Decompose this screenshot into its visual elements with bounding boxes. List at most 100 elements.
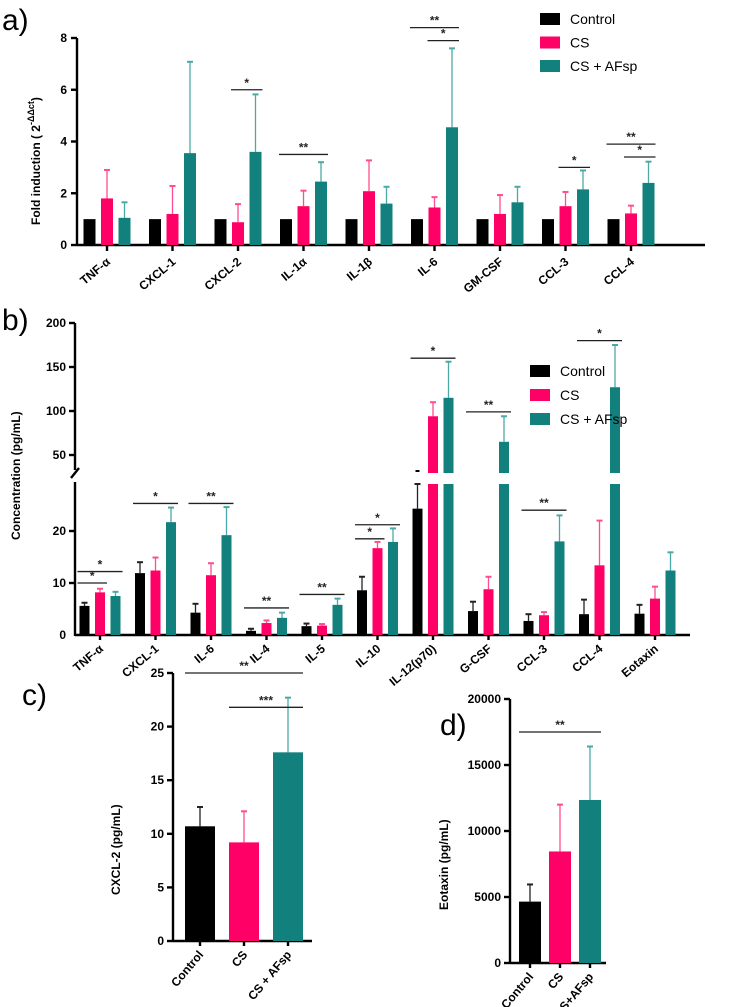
panel-b-ytick-label: 50 (53, 448, 67, 462)
panel-b-bar-cs (150, 570, 161, 635)
panel-b-bar-cs-afsp-upper (499, 441, 509, 473)
panel-b-bar-control (301, 626, 312, 635)
panel-a-bar-cs-afsp (118, 217, 131, 245)
panel-b-bar-control (468, 611, 478, 635)
panel-b-significance-label: * (98, 558, 103, 572)
panel-d-bar-cs-afsp (579, 799, 601, 963)
panel-a-xtick-label: CXCL-2 (202, 254, 244, 293)
panel-b-bar-cs-afsp-upper (610, 387, 620, 473)
panel-b-significance-label: ** (206, 489, 216, 503)
panel-a-bar-control (149, 219, 161, 245)
panel-d-ytick-label: 20000 (468, 692, 502, 706)
panel-c-xtick-label: CS + AFsp (245, 948, 294, 1003)
panel-b-bar-control (79, 605, 90, 635)
panel-a-xtick-label: GM-CSF (461, 255, 506, 296)
panel-b-bar-control (579, 614, 589, 635)
legend-swatch-1 (540, 36, 560, 49)
panel-a-significance-label: * (244, 76, 249, 90)
panel-c-bar-cs-afsp (273, 752, 303, 941)
panel-a-ytick-label: 2 (60, 186, 67, 200)
panel-b-bar-control (634, 613, 645, 635)
panel-d-ytick-label: 0 (494, 956, 501, 970)
panel-d-bar-control (519, 901, 541, 963)
panel-b-bar-cs (261, 623, 272, 635)
panel-a-bar-cs (166, 213, 179, 245)
panel-c-significance-label: ** (239, 659, 249, 673)
panel-a-xtick-label: CXCL-1 (136, 254, 178, 293)
panel-b-bar-cs (372, 548, 383, 635)
panel-a-bar-control (542, 219, 554, 245)
panel-a-bar-cs (559, 206, 572, 245)
panel-b-bar-cs (317, 625, 327, 635)
panel-b-ytick-label: 10 (53, 576, 67, 590)
panel-b-bar-cs-afsp-lower (443, 484, 454, 635)
panel-b-ytick-label: 200 (46, 316, 66, 330)
panel-c-label: c) (22, 679, 47, 712)
panel-a-xtick-label: IL-6 (415, 254, 441, 279)
panel-d-ylabel: Eotaxin (pg/mL) (437, 819, 451, 910)
panel-b-bar-cs (539, 615, 549, 635)
panel-b-xtick-label: TNF-α (70, 641, 106, 674)
panel-a-bar-cs (494, 213, 506, 245)
panel-d-ytick-label: 10000 (468, 824, 502, 838)
panel-a-bar-cs (363, 191, 375, 245)
panel-b-ylabel: Concentration (pg/mL) (9, 411, 23, 540)
panel-b-bar-cs (95, 592, 105, 635)
panel-b-xtick-label: CCL-4 (569, 641, 605, 675)
legend-swatch-2 (540, 60, 560, 72)
panel-a-bar-control (411, 219, 423, 245)
panel-a-ytick-label: 0 (60, 238, 67, 252)
panel-a-ytick-label: 8 (60, 31, 67, 45)
panel-b-bar-cs-afsp (332, 604, 343, 635)
panel-b-xtick-label: IL-12(p70) (387, 642, 439, 689)
panel-a-bar-control (214, 219, 227, 245)
panel-a-significance-label: ** (299, 140, 309, 154)
legend-label-0: Control (560, 363, 605, 379)
legend-swatch-0 (530, 365, 550, 377)
panel-b-significance-label: * (431, 344, 436, 358)
panel-a-xtick-label: TNF-α (77, 254, 113, 287)
panel-a-significance-label: * (637, 143, 642, 157)
panel-b-ytick-label: 100 (46, 404, 66, 418)
panel-c-bar-control (185, 826, 215, 941)
panel-b-bar-cs (206, 575, 216, 635)
panel-b-bar-cs-afsp-upper (443, 397, 454, 473)
panel-b-bar-cs-afsp-lower (499, 484, 509, 635)
panel-b-bar-cs-afsp (110, 596, 121, 635)
panel-b-bar-control (523, 620, 534, 635)
panel-b-significance-label: ** (539, 496, 549, 510)
panel-c-xtick-label: Control (168, 948, 206, 990)
panel-b-bar-cs (594, 565, 605, 635)
legend-swatch-0 (540, 13, 560, 25)
panel-d-label: d) (440, 709, 467, 742)
panel-a-significance-label: * (572, 153, 577, 167)
panel-b-bar-control (190, 612, 201, 635)
legend-label-2: CS + AFsp (560, 411, 628, 427)
panel-c-ylabel: CXCL-2 (pg/mL) (109, 804, 123, 895)
panel-b-xtick-label: CCL-3 (514, 641, 550, 675)
panel-b-bar-control (135, 573, 145, 635)
panel-b-xtick-label: Eotaxin (619, 642, 661, 681)
panel-d-bar-cs (549, 851, 571, 963)
panel-a-significance-label: ** (430, 14, 440, 28)
panel-a-bar-control (280, 219, 292, 245)
panel-a-bar-cs (297, 206, 310, 245)
panel-b-bar-cs-lower (428, 484, 438, 635)
panel-a-bar-control (476, 219, 489, 245)
panel-b-xtick-label: IL-5 (303, 641, 329, 666)
panel-b-bar-control (246, 630, 256, 635)
panel-a-bar-cs-afsp (577, 189, 589, 245)
panel-d-xtick-label: Control (498, 970, 536, 1007)
panel-b-significance-label: * (153, 489, 158, 503)
panel-b-bar-cs-afsp (166, 522, 176, 635)
panel-b-significance-label: * (90, 569, 95, 583)
panel-d-ytick-label: 5000 (474, 890, 501, 904)
panel-a-bar-control (83, 219, 96, 245)
panel-b-axis-break (70, 467, 80, 479)
panel-a-label: a) (2, 4, 29, 37)
panel-b-xtick-label: IL-6 (192, 641, 218, 666)
legend-swatch-1 (530, 389, 550, 401)
panel-d-significance-label: ** (555, 718, 565, 732)
panel-c-ytick-label: 25 (151, 666, 165, 680)
